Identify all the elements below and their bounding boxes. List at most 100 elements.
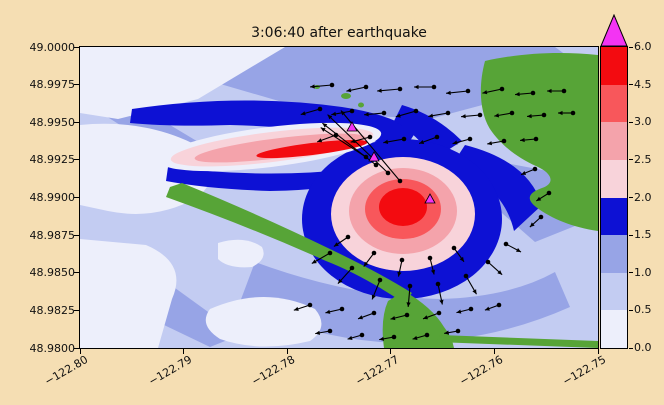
- flow-arrow-head: [487, 141, 493, 146]
- flow-arrow-tail-dot: [496, 302, 502, 308]
- flow-arrow-head: [293, 306, 299, 311]
- flow-arrow-tail-dot: [541, 112, 547, 118]
- colorbar-tick-mark: [629, 84, 633, 86]
- flow-arrow-head: [459, 256, 464, 262]
- flow-arrow: [527, 112, 547, 119]
- y-tick-label: 48.9850: [29, 266, 76, 280]
- region-land-spit: [166, 183, 412, 303]
- flow-arrow: [347, 332, 365, 340]
- x-tick-label: −122.77: [353, 353, 402, 389]
- gauge-marker: [424, 193, 436, 204]
- flow-arrow: [333, 234, 351, 247]
- flow-arrow: [337, 265, 355, 284]
- flow-arrow-tail-dot: [570, 110, 576, 116]
- flow-arrow-tail-dot: [533, 136, 539, 142]
- flow-arrow-head: [397, 271, 402, 277]
- flow-arrow-head: [444, 330, 450, 335]
- flow-arrow: [414, 84, 437, 90]
- x-tick-label: −122.80: [42, 353, 91, 389]
- flow-arrow: [371, 277, 383, 300]
- flow-arrow-tail-dot: [349, 265, 355, 271]
- colorbar-segment: [601, 47, 627, 85]
- x-tick-mark: [390, 349, 392, 354]
- y-tick-label: 48.9800: [29, 341, 76, 355]
- region-level-1.5-2.0-connector: [394, 105, 462, 159]
- y-tick-mark: [74, 309, 79, 311]
- flow-arrow-tail-dot: [401, 136, 407, 142]
- flow-arrow-head: [310, 84, 315, 89]
- y-tick-label: 48.9950: [29, 115, 76, 129]
- flow-arrow-tail-dot: [455, 328, 461, 334]
- flow-arrow-head: [536, 196, 542, 201]
- flow-arrow-head: [529, 222, 535, 228]
- flow-arrow: [390, 312, 410, 321]
- flow-arrow-tail-dot: [339, 306, 345, 312]
- y-tick-label: 48.9825: [29, 303, 76, 317]
- flow-arrow: [293, 302, 313, 311]
- flow-arrow-head: [494, 113, 500, 118]
- y-tick-mark: [74, 197, 79, 198]
- flow-arrow-tail-dot: [468, 306, 474, 312]
- y-tick-label: 48.9925: [29, 153, 76, 167]
- flow-arrow-head: [527, 113, 532, 119]
- flow-arrow-head: [364, 112, 369, 117]
- flow-arrow-tail-dot: [373, 162, 379, 168]
- flow-arrow-tail-dot: [546, 190, 552, 196]
- region-level-0-0.5-south-blob: [205, 297, 322, 347]
- x-tick-label: −122.78: [249, 353, 298, 389]
- flow-arrow: [412, 332, 430, 340]
- contour-map: [80, 47, 598, 348]
- flow-arrow: [547, 88, 567, 94]
- colorbar-tick-label: 3.0: [634, 115, 652, 129]
- flow-arrow: [529, 214, 544, 228]
- flow-arrow-tail-dot: [445, 110, 451, 116]
- flow-arrow-tail-dot: [371, 310, 377, 316]
- flow-arrow: [357, 310, 377, 320]
- flow-arrow: [340, 110, 403, 184]
- flow-arrow-tail-dot: [367, 134, 373, 140]
- flow-arrow-head: [484, 306, 490, 311]
- colorbar-tick-mark: [629, 159, 633, 161]
- region-level-0-0.5-center-west-patch: [218, 239, 264, 268]
- x-tick-mark: [286, 349, 288, 354]
- flow-arrow-tail-dot: [381, 110, 387, 116]
- colorbar-segment: [601, 310, 627, 348]
- region-land-islet-1: [341, 93, 351, 99]
- flow-arrow: [320, 127, 369, 160]
- flow-arrow-tail-dot: [477, 112, 483, 118]
- flow-arrow-head: [456, 309, 462, 314]
- colorbar-tick-label: 0.0: [634, 341, 652, 354]
- flow-arrow-tail-dot: [431, 84, 437, 90]
- flow-arrow: [377, 86, 403, 93]
- flow-arrow: [395, 108, 419, 118]
- flow-arrow-tail-dot: [434, 134, 440, 140]
- flow-arrow-tail-dot: [327, 250, 333, 256]
- x-tick-mark: [597, 349, 599, 354]
- region-crest-4.5-6.0: [256, 139, 368, 159]
- flow-arrow: [444, 328, 461, 335]
- flow-arrow: [461, 112, 483, 119]
- colorbar-tick-label: 1.0: [634, 265, 652, 279]
- flow-arrow-head: [414, 84, 419, 90]
- region-level-4.5-6.0-core: [379, 188, 427, 226]
- flow-arrow-tail-dot: [530, 90, 536, 96]
- flow-arrow-tail-dot: [436, 310, 442, 316]
- flow-arrow-tail-dot: [371, 250, 377, 256]
- flow-arrow-head: [371, 294, 376, 300]
- flow-arrow-head: [346, 88, 352, 93]
- flow-arrow-head: [516, 247, 522, 252]
- flow-arrow-tail-dot: [397, 86, 403, 92]
- flow-arrow-tail-dot: [329, 82, 335, 88]
- flow-arrow-head: [347, 335, 353, 340]
- flow-arrow-tail-dot: [404, 312, 410, 318]
- colorbar-tick-mark: [629, 309, 633, 311]
- flow-arrow-head: [520, 137, 525, 143]
- flow-arrow-head: [331, 111, 337, 116]
- flow-arrow: [520, 136, 539, 143]
- flow-arrow: [446, 88, 471, 95]
- flow-arrow: [422, 310, 442, 320]
- colorbar-segment: [601, 159, 627, 198]
- region-land-islet-2: [358, 102, 364, 108]
- x-tick-label: −122.76: [457, 353, 505, 389]
- flow-arrow-tail-dot: [499, 86, 505, 92]
